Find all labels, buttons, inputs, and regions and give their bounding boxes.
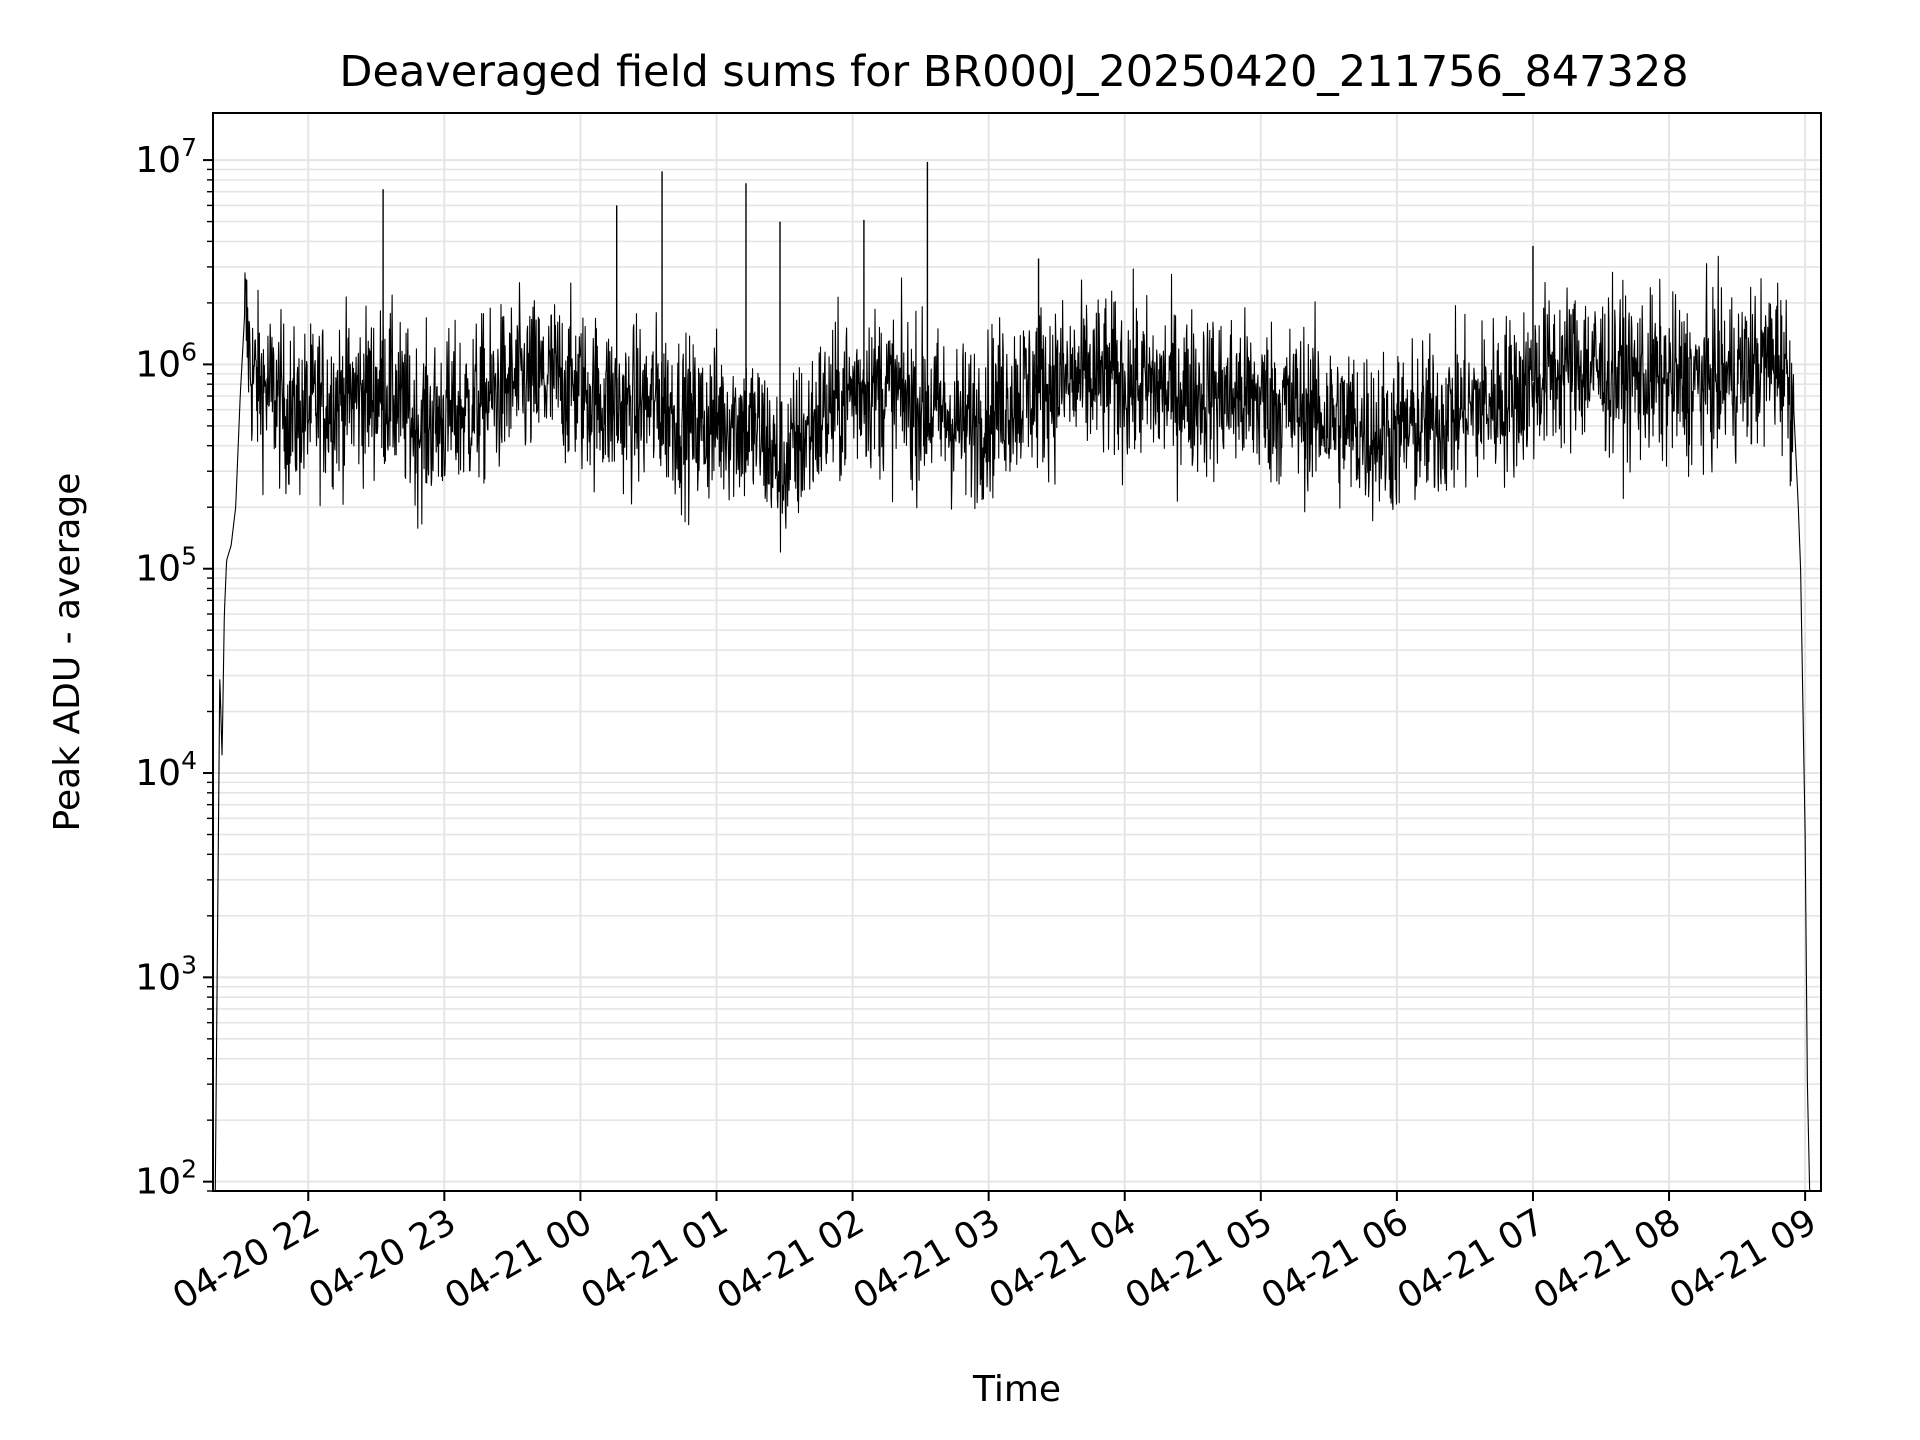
- y-tick-label: 102: [135, 1155, 197, 1203]
- plot-frame: [212, 112, 1822, 1192]
- x-axis-label: Time: [972, 1369, 1061, 1410]
- y-tick-label: 105: [135, 542, 197, 590]
- y-axis: 102 103 104 105 106 107: [135, 133, 213, 1203]
- y-tick-label: 107: [135, 133, 197, 181]
- y-tick-label: 104: [135, 746, 197, 794]
- y-axis-label: Peak ADU - average: [47, 473, 88, 832]
- series-line: [214, 255, 1815, 1192]
- y-tick-label: 103: [135, 950, 197, 998]
- series-layer: [214, 161, 1815, 1192]
- y-tick-label: 106: [135, 337, 197, 385]
- chart-title: Deaveraged field sums for BR000J_2025042…: [339, 47, 1688, 97]
